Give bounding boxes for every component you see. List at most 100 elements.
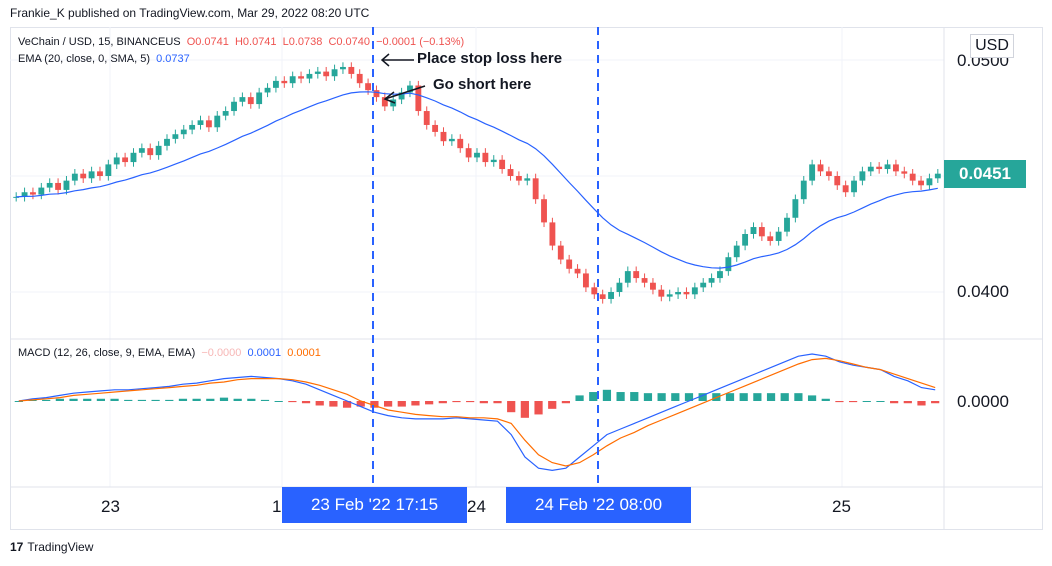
macd-hist-bar: [288, 401, 297, 403]
macd-hist-bar: [219, 397, 229, 401]
macd-hist-bar: [315, 401, 324, 406]
candle: [524, 173, 531, 186]
macd-hist-bar: [739, 393, 748, 401]
candle: [842, 180, 849, 197]
candle: [381, 92, 388, 112]
macd-hist-bar: [876, 401, 885, 402]
candle: [574, 264, 581, 279]
candle: [440, 127, 447, 146]
candle: [767, 231, 774, 246]
chart-frame[interactable]: [10, 27, 1043, 530]
candle: [356, 69, 363, 88]
candle: [859, 166, 866, 186]
macd-hist-bar: [931, 401, 940, 404]
candle: [809, 159, 816, 186]
candle: [38, 182, 45, 200]
macd-label: MACD (12, 26, close, 9, EMA, EMA): [18, 347, 196, 359]
macd-hist-bar: [438, 401, 447, 404]
macd-hist-bar: [520, 401, 529, 418]
candle: [532, 173, 539, 204]
macd-hist-bar: [807, 395, 817, 401]
candle: [784, 213, 790, 237]
candle: [432, 120, 439, 137]
candle: [884, 159, 891, 174]
candle: [180, 124, 187, 139]
candle: [934, 169, 941, 183]
macd-legend[interactable]: MACD (12, 26, close, 9, EMA, EMA) −0.000…: [18, 347, 324, 359]
macd-hist-bar: [698, 393, 707, 401]
macd-hist-bar: [616, 392, 625, 401]
candle: [624, 266, 631, 288]
candle: [566, 254, 573, 274]
open-value: O0.0741: [186, 36, 229, 48]
candle: [323, 66, 330, 81]
candle: [155, 141, 162, 160]
macd-hist-bar: [301, 401, 311, 404]
macd-hist-bar: [780, 393, 789, 401]
candle: [507, 164, 514, 181]
published-by-line: Frankie_K published on TradingView.com, …: [10, 6, 370, 20]
macd-value: 0.0001: [247, 347, 282, 359]
macd-hist-bar: [178, 398, 188, 401]
macd-hist-bar: [890, 401, 899, 404]
macd-zero-tick: 0.0000: [957, 392, 1009, 411]
candle: [792, 194, 799, 223]
candle: [641, 273, 648, 288]
macd-hist-bar: [260, 399, 270, 401]
macd-hist-bar: [83, 398, 92, 401]
macd-hist-bar: [548, 401, 557, 409]
candle: [172, 129, 179, 144]
candle: [800, 176, 807, 204]
time-tick-25: 25: [832, 497, 851, 516]
candle: [415, 80, 422, 116]
macd-hist-bar: [657, 393, 666, 401]
macd-hist-bar: [903, 401, 912, 404]
macd-hist-bar: [643, 393, 653, 401]
currency-button[interactable]: USD: [970, 34, 1014, 58]
time-tick-23: 23: [101, 497, 120, 516]
candle: [733, 240, 740, 262]
candle: [88, 166, 95, 183]
macd-hist-bar: [247, 398, 256, 401]
candle: [876, 162, 883, 174]
change-value: −0.0001 (−0.13%): [376, 36, 465, 48]
candle: [105, 159, 112, 181]
candle: [457, 134, 464, 153]
candle: [289, 71, 296, 88]
candle: [264, 83, 271, 98]
time-tick-1: 1: [272, 497, 282, 516]
candle: [331, 64, 338, 81]
current-price-badge: 0.0451: [944, 160, 1026, 188]
candle: [599, 289, 606, 304]
close-value: C0.0740: [328, 36, 371, 48]
macd-hist-bar: [370, 401, 379, 408]
macd-hist-bar: [124, 399, 133, 401]
time-tick-24: 24: [467, 497, 486, 516]
ema-legend[interactable]: EMA (20, close, 0, SMA, 5) 0.0737: [18, 53, 193, 65]
candle: [817, 159, 824, 176]
candle: [616, 278, 623, 297]
macd-hist-bar: [466, 401, 475, 403]
candle: [197, 115, 204, 130]
candle: [608, 287, 614, 304]
candle: [407, 80, 413, 98]
candle: [851, 176, 857, 197]
candle: [541, 194, 547, 228]
main-legend[interactable]: VeChain / USD, 15, BINANCEUS O0.0741 H0.…: [18, 36, 467, 48]
macd-hist-bar: [862, 401, 871, 402]
candle: [423, 106, 430, 130]
candle: [130, 148, 137, 167]
macd-hist-bar: [821, 398, 830, 401]
candle: [348, 62, 355, 79]
candle: [80, 169, 87, 183]
candle: [231, 97, 237, 116]
macd-hist-bar: [110, 398, 119, 401]
candle: [21, 187, 28, 202]
macd-hist-value: −0.0000: [201, 347, 242, 359]
ema-line: [16, 91, 938, 269]
candle: [474, 148, 480, 163]
candle: [725, 252, 732, 276]
ema-label: EMA (20, close, 0, SMA, 5): [18, 53, 151, 65]
footer-brand[interactable]: 17 TradingView: [10, 540, 93, 554]
